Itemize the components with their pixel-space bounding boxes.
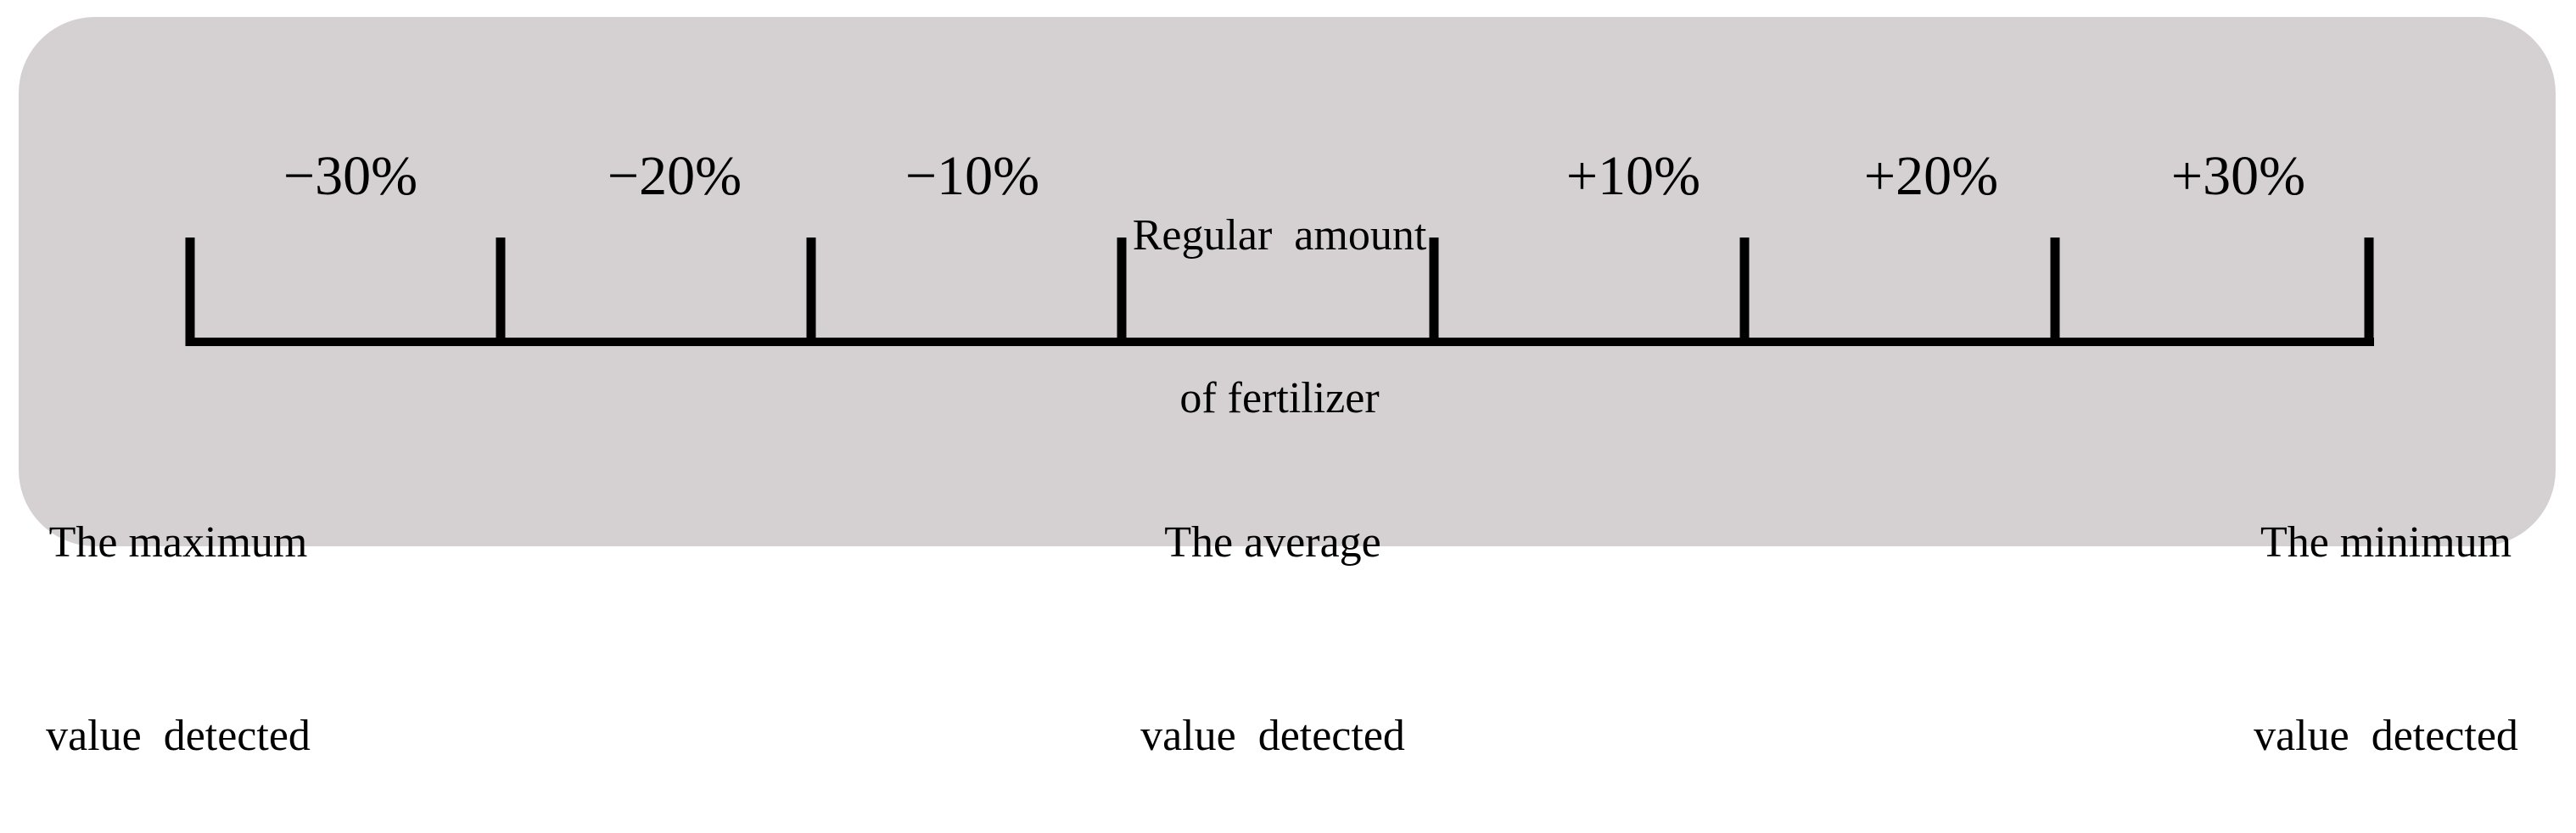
background-panel [19,17,2556,546]
minimum-value-label: The minimum value detected [2254,382,2518,833]
regular-amount-line-1: Regular amount [1132,211,1427,260]
regular-amount-line-2: of fertilizer [1179,374,1380,422]
maximum-value-line-1: The maximum [48,518,308,567]
segment-label-minus-20: −20% [607,145,742,207]
minimum-value-line-2: value detected [2254,712,2518,760]
segment-label-regular-amount: Regular amount of fertilizer [1133,100,1427,480]
average-value-line-2: value detected [1140,712,1405,760]
average-value-line-1: The average [1164,518,1381,567]
segment-label-minus-10: −10% [904,145,1040,207]
segment-label-minus-30: −30% [283,145,418,207]
average-value-label: The average value detected [1140,382,1405,833]
scale-axis [185,238,2374,346]
segment-label-plus-20: +20% [1863,145,1999,207]
maximum-value-label: The maximum value detected [46,382,311,833]
maximum-value-line-2: value detected [46,712,311,760]
segment-label-plus-30: +30% [2170,145,2306,207]
minimum-value-line-1: The minimum [2260,518,2512,567]
segment-label-plus-10: +10% [1565,145,1701,207]
